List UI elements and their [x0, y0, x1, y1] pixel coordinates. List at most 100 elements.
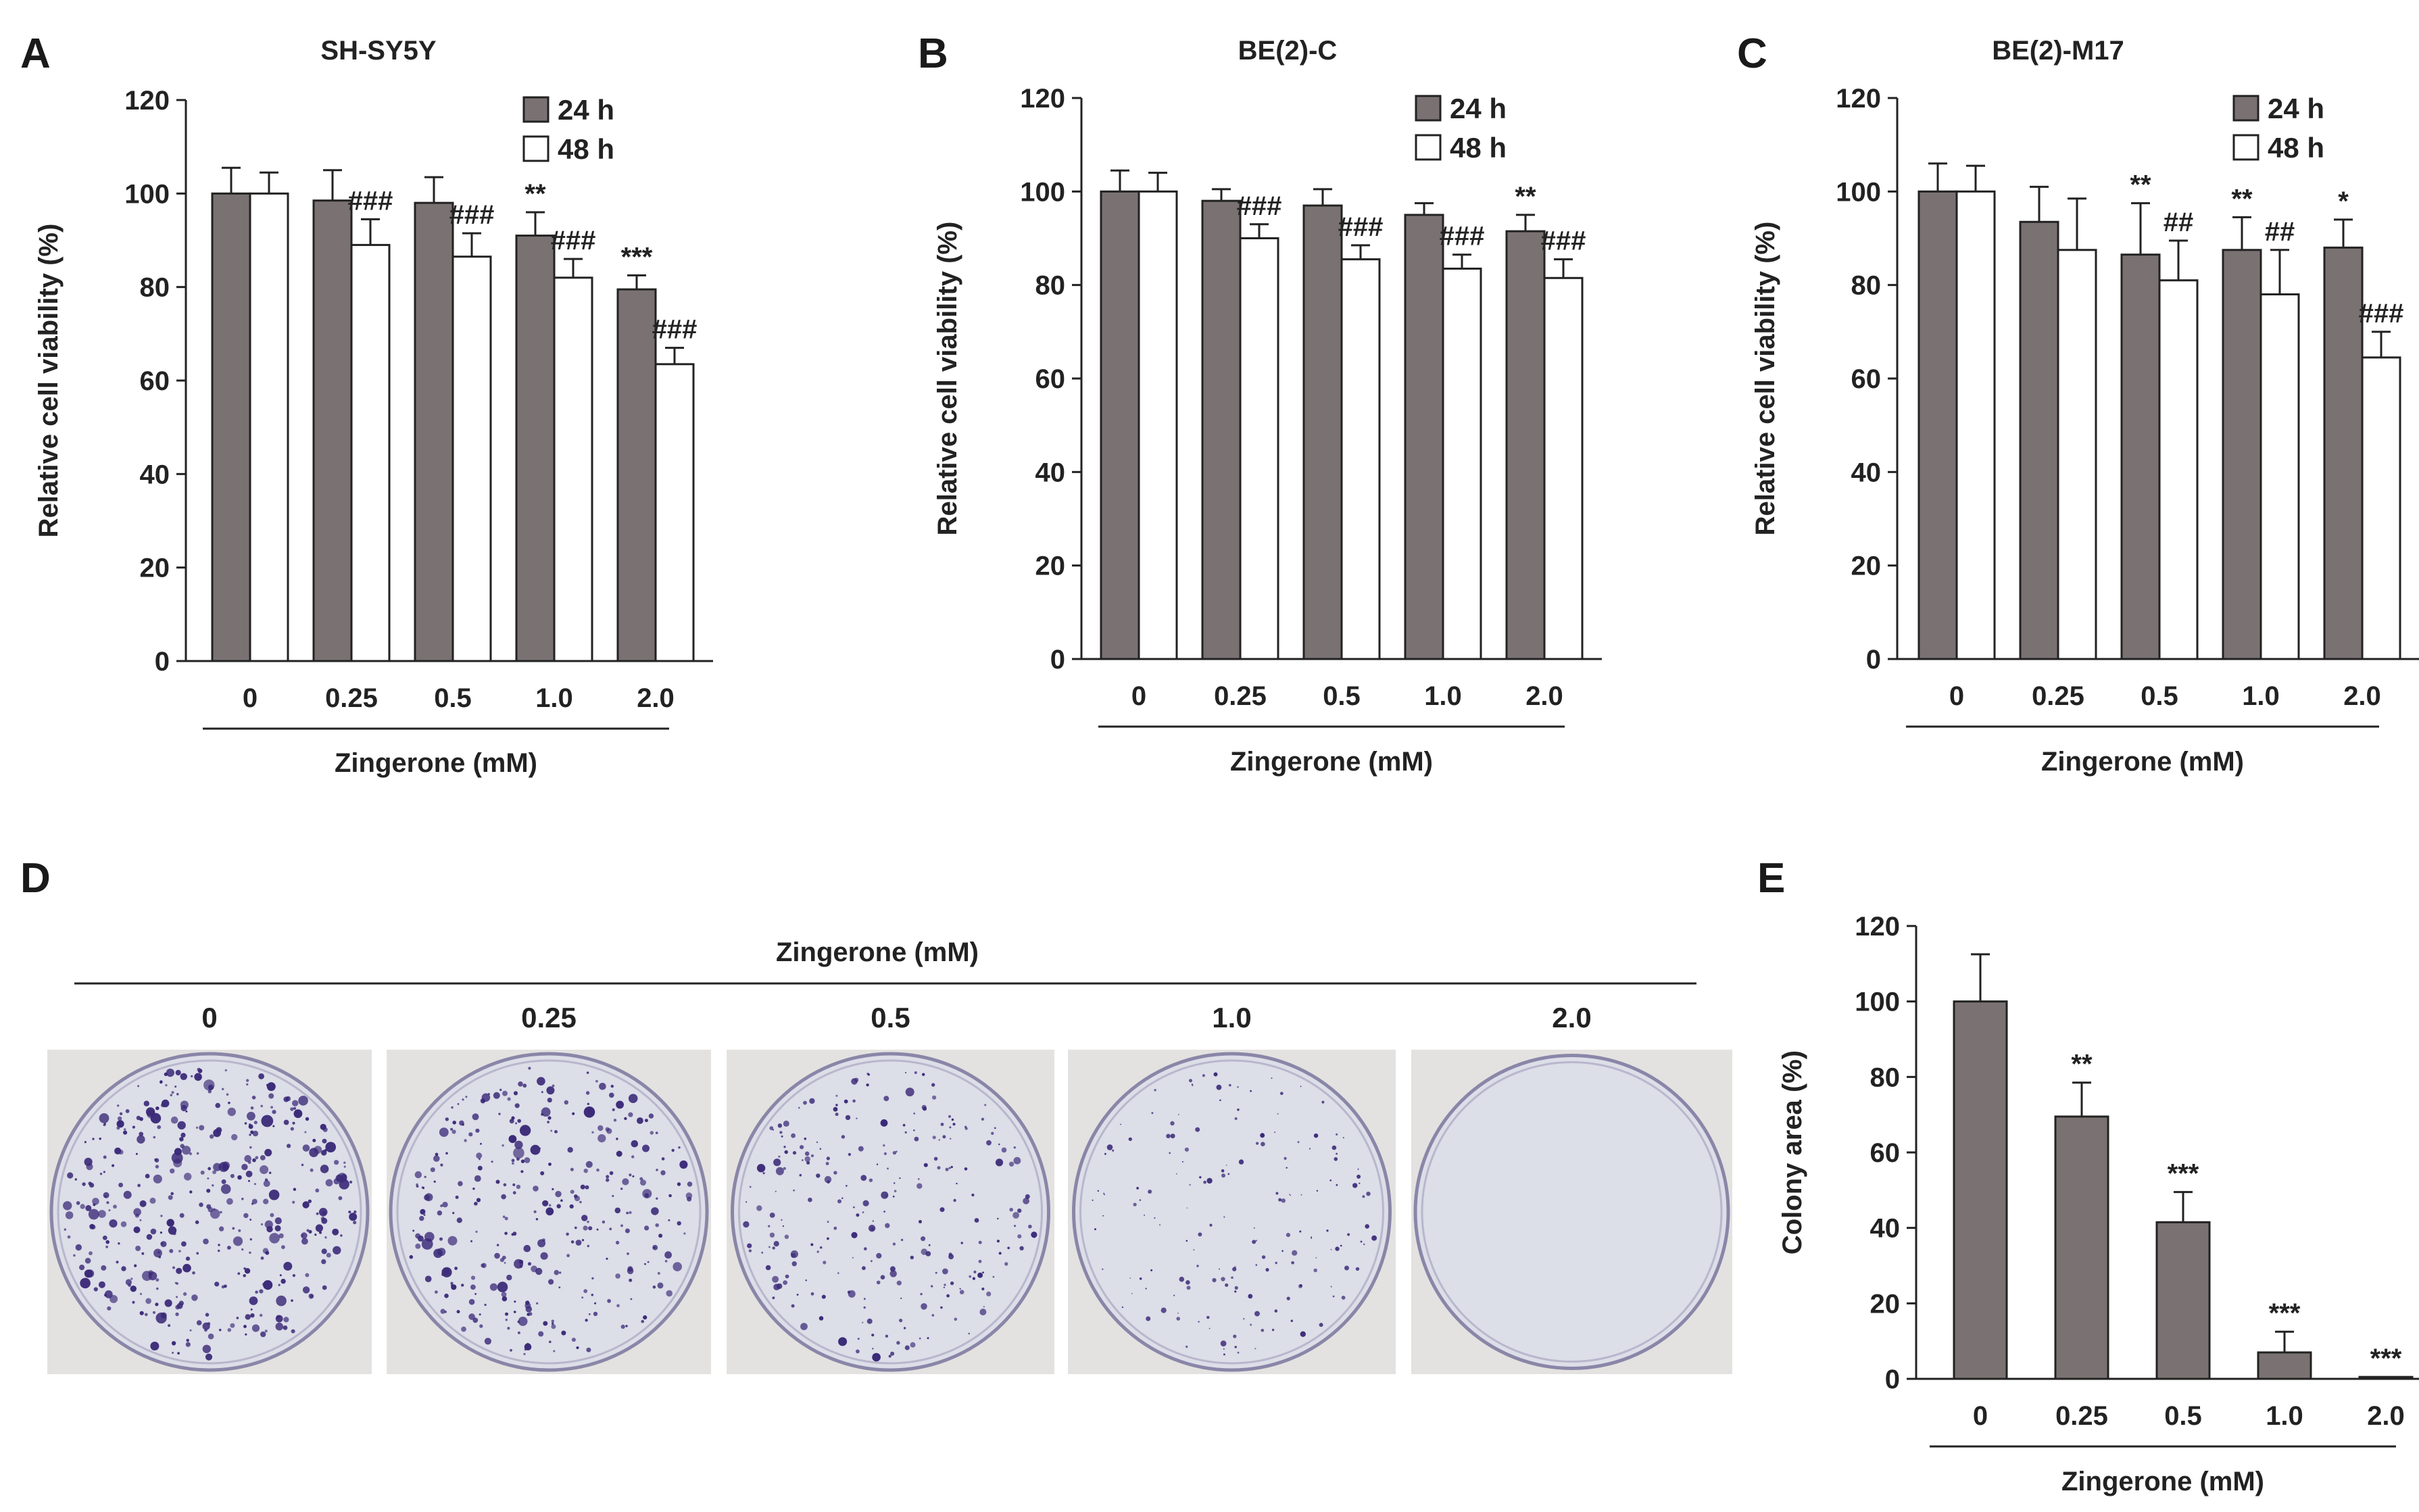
colony [1313, 1268, 1317, 1273]
colony [560, 1199, 563, 1202]
colony [99, 1173, 103, 1175]
colony [255, 1290, 258, 1294]
colony [1097, 1190, 1100, 1192]
dish-label: 1.0 [1212, 1002, 1251, 1033]
colony [1330, 1248, 1332, 1250]
colony [237, 1272, 241, 1275]
colony [652, 1285, 656, 1289]
y-tick-label: 60 [1851, 364, 1882, 394]
colony [504, 1262, 506, 1264]
colony [1321, 1100, 1325, 1104]
colony [585, 1319, 588, 1322]
colony [433, 1180, 436, 1183]
colony [1300, 1086, 1302, 1088]
colony [816, 1141, 818, 1144]
legend-label: 48 h [2268, 132, 2324, 164]
colony [462, 1098, 464, 1101]
colony [244, 1122, 247, 1125]
colony [777, 1123, 783, 1128]
colony [222, 1161, 230, 1170]
colony [202, 1344, 211, 1354]
chart-sh-sy5y: 0 20 40 60 80 100 120 Relative cell viability (… [34, 86, 713, 778]
y-tick-label: 40 [1851, 458, 1882, 487]
colony [607, 1298, 611, 1303]
colony [1344, 1265, 1349, 1271]
colony [415, 1233, 421, 1239]
colony [819, 1148, 822, 1150]
colony [415, 1243, 421, 1249]
colony [88, 1181, 92, 1186]
colony [1092, 1199, 1094, 1201]
colony [250, 1130, 254, 1134]
colony [505, 1319, 508, 1321]
colony [150, 1342, 160, 1350]
colony [1221, 1169, 1225, 1173]
colony [160, 1215, 163, 1217]
colony [827, 1221, 829, 1223]
colony [816, 1173, 821, 1178]
colony [1145, 1288, 1147, 1290]
colony [454, 1267, 458, 1270]
colony [1253, 1227, 1255, 1229]
colony [949, 1126, 952, 1129]
colony [866, 1073, 869, 1075]
colony [892, 1195, 895, 1198]
colony [502, 1255, 506, 1260]
colony [885, 1223, 890, 1228]
colony [748, 1249, 752, 1252]
colony [130, 1277, 133, 1280]
colony [472, 1188, 475, 1190]
colony [1023, 1197, 1029, 1204]
colony [591, 1294, 594, 1296]
colony [581, 1296, 584, 1299]
colony [1139, 1199, 1142, 1201]
significance-label: ### [1541, 226, 1586, 256]
colony [349, 1180, 353, 1184]
colony [409, 1254, 414, 1259]
bar [2120, 253, 2161, 660]
colony [145, 1173, 150, 1179]
colony [862, 1211, 864, 1213]
petri-dish [1413, 1054, 1730, 1370]
colony [1234, 1117, 1238, 1120]
bar [1340, 258, 1381, 660]
colony [545, 1207, 554, 1216]
colony [145, 1298, 151, 1304]
panel-letter-c: C [1737, 30, 1767, 77]
panel-title-c: BE(2)-M17 [1992, 36, 2124, 66]
colony [887, 1167, 889, 1170]
colony [1226, 1165, 1227, 1166]
legend-label: 48 h [1450, 132, 1507, 164]
colony [932, 1095, 937, 1100]
chart-be2-c: 0 20 40 60 80 100 120 Relative cell viability (… [933, 84, 1602, 777]
colony [98, 1210, 106, 1218]
colony [245, 1171, 253, 1177]
colony [133, 1226, 141, 1234]
colony [798, 1106, 800, 1109]
colony [833, 1171, 837, 1175]
colony [1177, 1313, 1179, 1314]
colony [424, 1194, 431, 1201]
colony [1150, 1269, 1153, 1271]
colony [217, 1249, 220, 1252]
significance-label: ** [1515, 182, 1536, 212]
colony [964, 1125, 967, 1129]
colony [902, 1123, 906, 1127]
colony [123, 1130, 128, 1135]
colony [942, 1268, 948, 1275]
colony [566, 1232, 569, 1236]
colony [123, 1190, 132, 1199]
colony [166, 1219, 174, 1227]
colony [139, 1292, 143, 1295]
colony [116, 1120, 124, 1128]
colony [333, 1246, 341, 1255]
colony [82, 1182, 86, 1186]
colony [301, 1238, 308, 1245]
colony [143, 1100, 149, 1106]
colony [644, 1225, 650, 1231]
colony [944, 1284, 946, 1286]
colony [543, 1321, 548, 1326]
colony [512, 1191, 516, 1195]
colony [576, 1346, 579, 1349]
colony [440, 1309, 445, 1314]
